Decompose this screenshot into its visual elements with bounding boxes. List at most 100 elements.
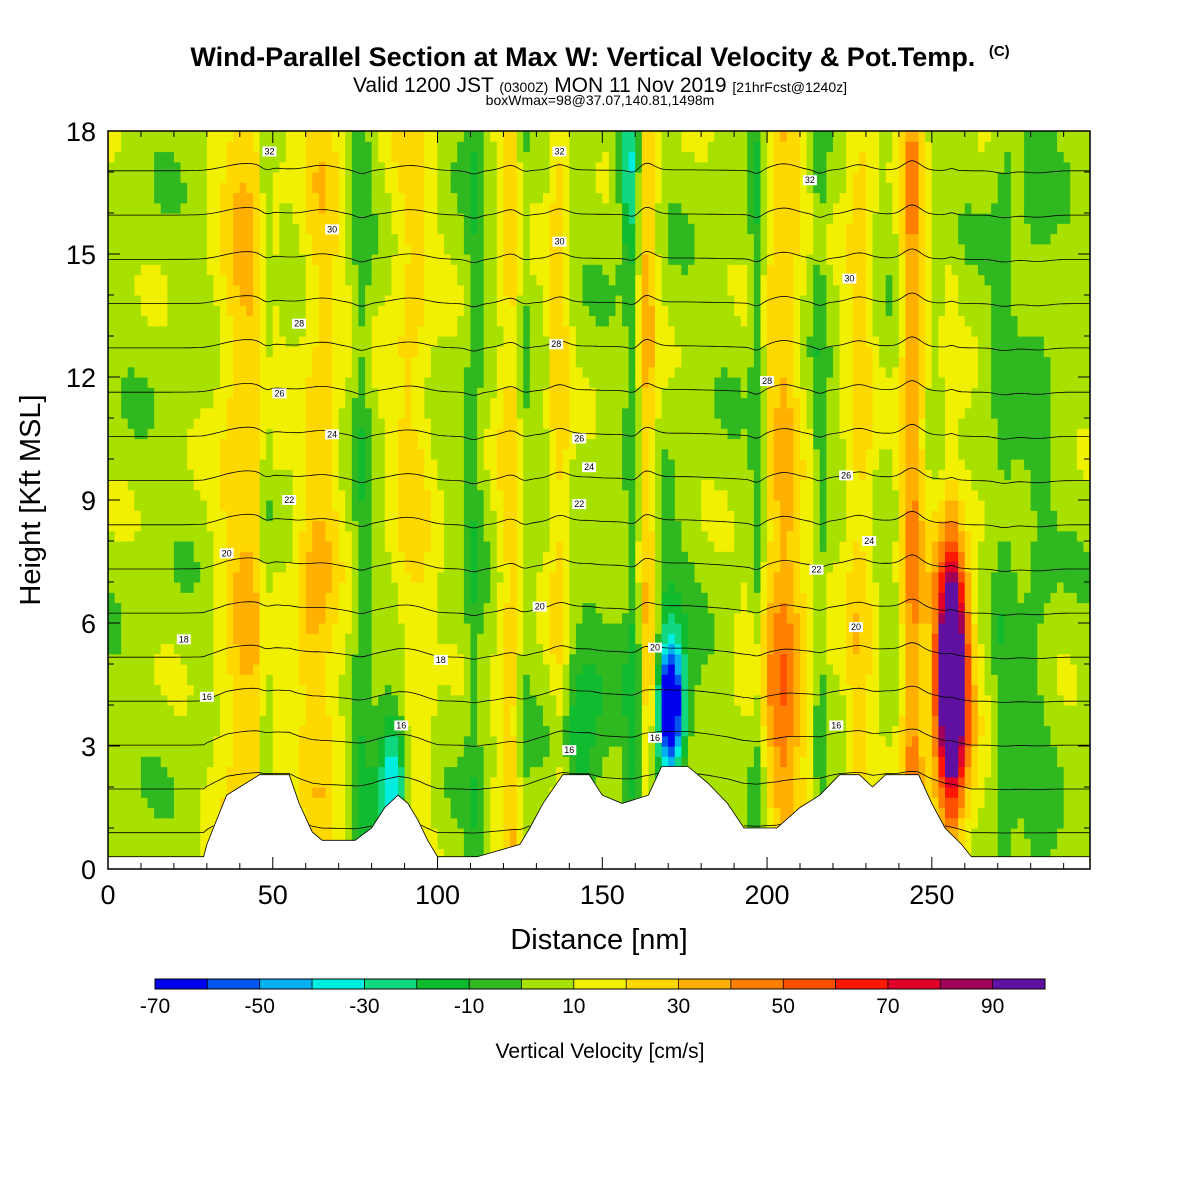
velocity-cell [536,407,544,419]
velocity-cell [154,817,162,829]
velocity-cell [384,448,392,460]
velocity-cell [220,213,228,224]
velocity-cell [140,735,149,747]
velocity-cell [424,202,432,214]
velocity-cell [299,469,307,481]
velocity-cell [108,182,116,194]
velocity-cell [450,623,458,634]
velocity-cell [365,325,373,337]
velocity-cell [285,202,294,214]
velocity-cell [259,213,267,224]
velocity-cell [437,161,445,173]
velocity-cell [272,233,280,245]
velocity-cell [134,541,142,552]
velocity-cell [562,694,570,706]
velocity-cell [417,151,425,163]
velocity-cell [424,602,432,614]
velocity-cell [404,612,412,624]
velocity-cell [351,274,360,286]
velocity-cell [463,356,472,368]
velocity-cell [279,469,287,481]
velocity-cell [444,223,452,235]
velocity-cell [477,264,485,276]
velocity-cell [114,202,122,214]
velocity-cell [457,315,465,327]
velocity-cell [345,315,353,327]
velocity-cell [252,756,261,768]
velocity-cell [252,674,261,686]
velocity-cell [285,213,294,224]
velocity-cell [549,305,557,317]
velocity-cell [345,346,353,358]
velocity-cell [239,715,247,727]
velocity-cell [556,243,564,255]
velocity-cell [200,161,208,173]
velocity-cell [279,541,287,552]
velocity-cell [200,172,208,183]
velocity-cell [259,438,267,450]
velocity-cell [299,356,307,368]
velocity-cell [503,192,511,204]
velocity-cell [542,131,551,142]
velocity-cell [121,848,129,860]
velocity-cell [134,705,142,716]
velocity-cell [299,797,307,809]
velocity-cell [180,182,188,194]
velocity-cell [147,264,155,276]
velocity-cell [239,735,247,747]
velocity-cell [127,766,135,778]
velocity-cell [503,418,511,429]
velocity-cell [299,705,307,716]
velocity-cell [450,459,458,470]
velocity-cell [292,387,300,399]
velocity-cell [516,387,524,399]
velocity-cell [206,828,215,839]
velocity-cell [147,305,155,317]
velocity-cell [266,489,274,501]
velocity-cell [134,448,142,460]
velocity-cell [160,387,168,399]
velocity-cell [292,366,300,378]
velocity-cell [556,571,564,583]
velocity-cell [160,828,168,839]
velocity-cell [226,500,234,511]
velocity-cell [160,274,168,286]
velocity-cell [147,274,155,286]
velocity-cell [108,705,116,716]
velocity-cell [213,551,221,563]
velocity-cell [477,438,485,450]
velocity-cell [358,735,366,747]
velocity-cell [490,746,498,757]
velocity-cell [365,377,373,388]
velocity-cell [305,756,313,768]
velocity-cell [536,500,544,511]
velocity-cell [108,243,116,255]
velocity-cell [397,428,406,440]
velocity-cell [134,633,142,645]
velocity-cell [516,582,524,593]
velocity-cell [127,284,135,296]
velocity-cell [220,643,228,655]
velocity-cell [272,633,280,645]
velocity-cell [147,448,155,460]
velocity-cell [490,325,498,337]
velocity-cell [529,172,537,183]
velocity-cell [127,366,135,378]
velocity-cell [556,325,564,337]
velocity-cell [299,336,307,347]
velocity-cell [292,623,300,634]
velocity-cell [542,346,551,358]
velocity-cell [272,172,280,183]
velocity-cell [477,151,485,163]
velocity-cell [305,438,313,450]
velocity-cell [292,448,300,460]
velocity-cell [371,684,379,696]
velocity-cell [239,366,247,378]
velocity-cell [206,192,215,204]
velocity-cell [220,202,228,214]
velocity-cell [516,643,524,655]
velocity-cell [338,223,346,235]
velocity-cell [206,643,215,655]
velocity-cell [523,541,531,552]
velocity-cell [266,479,274,491]
